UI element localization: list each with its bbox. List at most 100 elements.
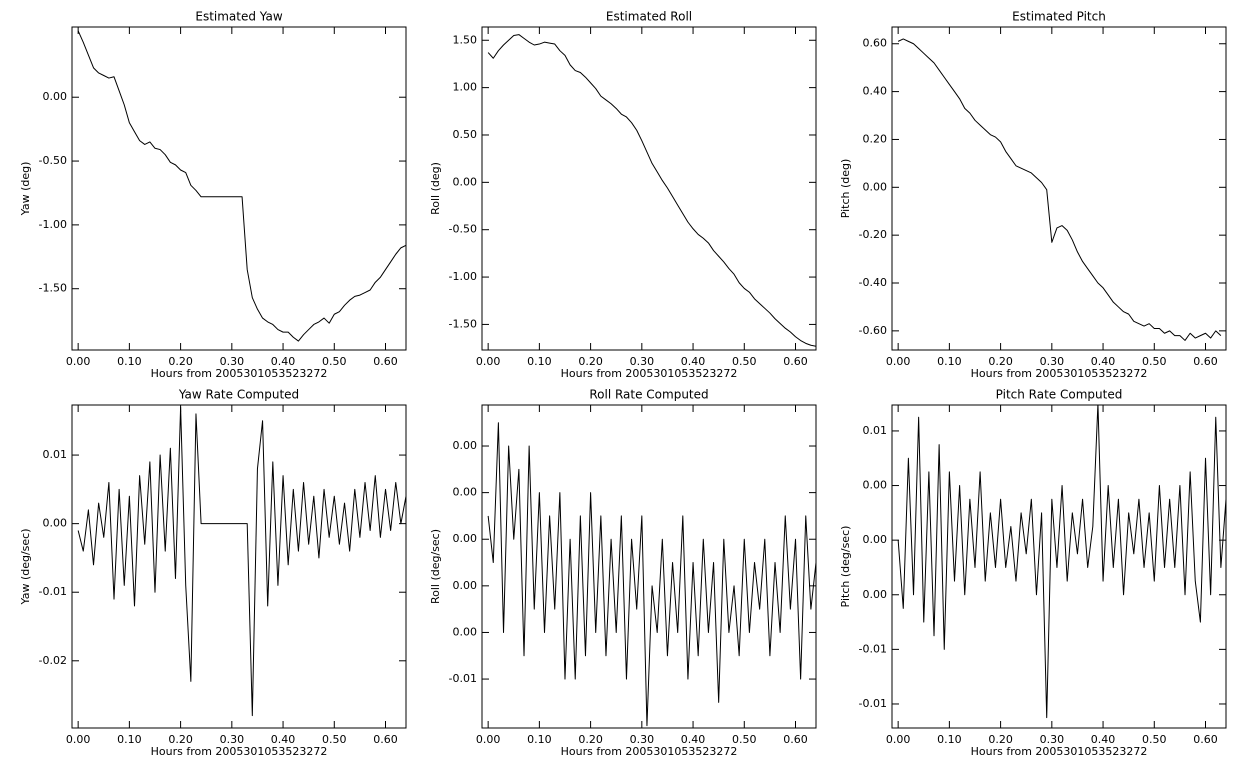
y-tick-label: 0.40 <box>863 85 888 98</box>
x-tick-label: 0.50 <box>732 733 757 746</box>
plot-area <box>897 405 1226 719</box>
y-tick-label: 0.50 <box>453 128 478 141</box>
x-tick-label: 0.20 <box>578 733 603 746</box>
chart-title: Estimated Roll <box>606 10 692 24</box>
y-tick-label: 0.01 <box>43 448 68 461</box>
plot-frame <box>891 26 1227 351</box>
y-tick-label: 0.00 <box>453 439 478 452</box>
y-axis-label: Pitch (deg) <box>839 159 852 219</box>
chart-title: Estimated Pitch <box>1012 10 1106 24</box>
plot-frame <box>891 404 1227 729</box>
plot-frame <box>481 26 817 351</box>
panel: Pitch Rate Computed Hours from 2005301053… <box>839 388 1227 758</box>
x-tick-label: 0.60 <box>373 355 398 368</box>
x-tick-label: 0.40 <box>681 355 706 368</box>
y-tick-label: -0.40 <box>859 276 887 289</box>
chart-title: Pitch Rate Computed <box>996 388 1123 402</box>
panel: Estimated Pitch Hours from 20053010535232… <box>839 10 1227 380</box>
y-tick-label: 0.00 <box>43 90 68 103</box>
y-tick-label: -0.01 <box>449 672 477 685</box>
x-tick-label: 0.30 <box>1040 355 1065 368</box>
y-axis-label: Roll (deg/sec) <box>429 529 442 604</box>
y-tick-label: -0.50 <box>449 223 477 236</box>
y-tick-label: -1.00 <box>39 218 67 231</box>
y-axis-label: Yaw (deg/sec) <box>19 528 32 605</box>
x-tick-label: 0.50 <box>322 733 347 746</box>
x-tick-label: 0.40 <box>271 355 296 368</box>
x-tick-label: 0.40 <box>681 733 706 746</box>
x-tick-label: 0.10 <box>527 355 552 368</box>
x-axis-label: Hours from 2005301053523272 <box>151 367 328 380</box>
x-tick-label: 0.30 <box>220 733 245 746</box>
y-tick-label: 0.00 <box>43 517 68 530</box>
plot-area <box>487 422 816 727</box>
x-tick-label: 0.60 <box>1193 733 1218 746</box>
chart-title: Estimated Yaw <box>195 10 282 24</box>
x-tick-label: 0.20 <box>578 355 603 368</box>
x-tick-label: 0.30 <box>1040 733 1065 746</box>
data-line <box>77 30 406 342</box>
x-tick-label: 0.00 <box>886 355 911 368</box>
y-tick-label: 1.50 <box>453 33 478 46</box>
x-tick-label: 0.00 <box>66 733 91 746</box>
x-tick-label: 0.40 <box>271 733 296 746</box>
x-tick-label: 0.40 <box>1091 355 1116 368</box>
x-tick-label: 0.10 <box>527 733 552 746</box>
x-axis-label: Hours from 2005301053523272 <box>971 745 1148 758</box>
y-tick-label: 0.60 <box>863 37 888 50</box>
x-tick-label: 0.10 <box>937 733 962 746</box>
x-tick-label: 0.30 <box>630 733 655 746</box>
data-line <box>487 422 816 727</box>
y-tick-label: 0.00 <box>453 175 478 188</box>
y-tick-label: 0.00 <box>453 532 478 545</box>
panel: Estimated Yaw Hours from 2005301053523272… <box>19 10 407 380</box>
y-axis-label: Yaw (deg) <box>19 162 32 217</box>
y-tick-label: -0.50 <box>39 154 67 167</box>
panel: Yaw Rate Computed Hours from 200530105352… <box>19 388 407 758</box>
x-tick-label: 0.60 <box>1193 355 1218 368</box>
x-tick-label: 0.20 <box>988 733 1013 746</box>
plot-frame <box>71 26 407 351</box>
x-tick-label: 0.30 <box>220 355 245 368</box>
y-tick-label: 0.00 <box>453 486 478 499</box>
x-tick-label: 0.00 <box>886 733 911 746</box>
x-tick-label: 0.00 <box>66 355 91 368</box>
x-tick-label: 0.50 <box>322 355 347 368</box>
plot-area <box>77 30 406 342</box>
x-tick-label: 0.60 <box>373 733 398 746</box>
plot-area <box>487 34 816 347</box>
y-tick-label: -0.60 <box>859 324 887 337</box>
x-tick-label: 0.20 <box>168 733 193 746</box>
plot-area <box>77 406 406 717</box>
y-tick-label: 0.00 <box>453 579 478 592</box>
x-tick-label: 0.20 <box>168 355 193 368</box>
x-tick-label: 0.60 <box>783 355 808 368</box>
y-tick-label: -1.00 <box>449 270 477 283</box>
y-tick-label: -1.50 <box>449 317 477 330</box>
y-tick-label: 0.00 <box>863 479 888 492</box>
x-tick-label: 0.40 <box>1091 733 1116 746</box>
y-tick-label: 1.00 <box>453 81 478 94</box>
y-tick-label: -0.20 <box>859 228 887 241</box>
x-tick-label: 0.50 <box>1142 355 1167 368</box>
x-axis-label: Hours from 2005301053523272 <box>561 367 738 380</box>
y-tick-label: 0.00 <box>453 625 478 638</box>
x-tick-label: 0.20 <box>988 355 1013 368</box>
y-tick-label: 0.01 <box>863 424 888 437</box>
x-tick-label: 0.10 <box>117 733 142 746</box>
y-tick-label: -0.01 <box>859 697 887 710</box>
panel: Roll Rate Computed Hours from 20053010535… <box>429 388 817 758</box>
plot-frame <box>71 404 407 729</box>
panel: Estimated Roll Hours from 200530105352327… <box>429 10 817 380</box>
chart-title: Roll Rate Computed <box>589 388 708 402</box>
x-tick-label: 0.10 <box>117 355 142 368</box>
data-line <box>77 406 406 717</box>
plot-frame <box>481 404 817 729</box>
y-axis-label: Roll (deg) <box>429 162 442 215</box>
data-line <box>487 34 816 347</box>
x-axis-label: Hours from 2005301053523272 <box>151 745 328 758</box>
x-tick-label: 0.50 <box>1142 733 1167 746</box>
plot-area <box>897 38 1222 341</box>
x-tick-label: 0.00 <box>476 355 501 368</box>
